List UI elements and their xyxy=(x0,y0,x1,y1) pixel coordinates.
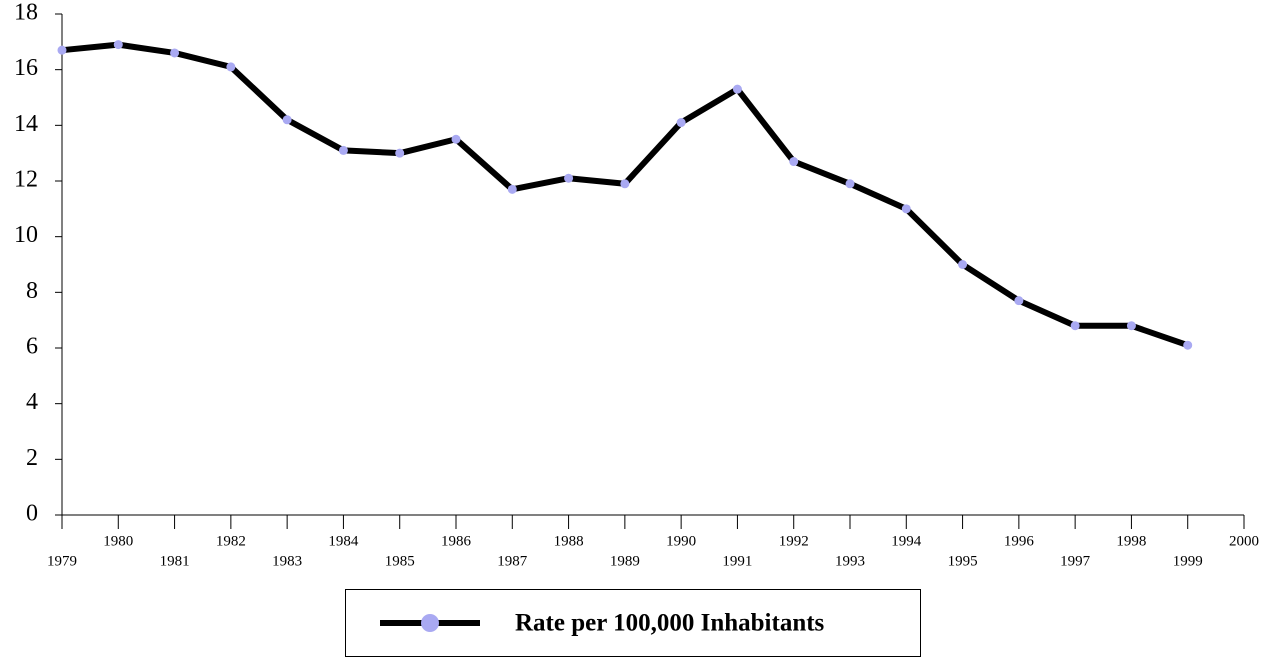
data-point xyxy=(226,62,236,72)
x-tick-label: 1997 xyxy=(1060,553,1091,569)
x-tick-label: 1986 xyxy=(441,533,472,549)
x-tick-label: 1983 xyxy=(272,553,302,569)
x-tick-label: 1991 xyxy=(722,553,752,569)
data-point xyxy=(845,179,855,189)
data-point xyxy=(1070,321,1080,331)
y-tick-label: 6 xyxy=(26,334,38,360)
x-tick-label: 1995 xyxy=(948,553,978,569)
data-point xyxy=(451,134,461,144)
data-point xyxy=(170,48,180,58)
y-tick-label: 8 xyxy=(26,278,38,304)
x-tick-label: 2000 xyxy=(1229,533,1259,549)
y-tick-label: 18 xyxy=(14,0,38,26)
x-tick-label: 1981 xyxy=(160,553,190,569)
data-point xyxy=(57,45,67,55)
data-point xyxy=(564,173,574,183)
y-tick-label: 12 xyxy=(14,167,38,193)
y-tick-label: 4 xyxy=(26,389,38,415)
x-tick-label: 1984 xyxy=(328,533,359,549)
data-point xyxy=(1014,296,1024,306)
legend-label: Rate per 100,000 Inhabitants xyxy=(515,610,825,637)
x-tick-label: 1982 xyxy=(216,533,246,549)
x-tick-label: 1994 xyxy=(891,533,922,549)
y-tick-label: 14 xyxy=(14,111,38,137)
x-tick-label: 1989 xyxy=(610,553,640,569)
x-tick-label: 1990 xyxy=(666,533,696,549)
data-point xyxy=(958,260,968,269)
data-point xyxy=(338,145,348,155)
data-point xyxy=(732,84,742,94)
y-tick-label: 16 xyxy=(14,55,38,81)
data-point xyxy=(620,179,630,189)
data-point xyxy=(1126,321,1136,331)
data-point xyxy=(1183,340,1193,350)
data-point xyxy=(676,118,686,128)
legend-marker xyxy=(421,614,439,632)
x-tick-label: 1999 xyxy=(1173,553,1203,569)
x-tick-label: 1979 xyxy=(47,553,77,569)
x-tick-label: 1985 xyxy=(385,553,415,569)
data-point xyxy=(507,184,517,194)
x-tick-label: 1987 xyxy=(497,553,528,569)
y-tick-label: 2 xyxy=(26,445,38,471)
x-tick-label: 1996 xyxy=(1004,533,1035,549)
data-point xyxy=(789,157,799,167)
y-tick-label: 0 xyxy=(26,501,38,527)
x-tick-label: 1980 xyxy=(103,533,133,549)
y-tick-label: 10 xyxy=(14,222,38,248)
x-tick-label: 1998 xyxy=(1116,533,1146,549)
data-point xyxy=(113,40,123,50)
data-point xyxy=(901,204,911,214)
x-tick-label: 1993 xyxy=(835,553,865,569)
data-point xyxy=(282,115,292,125)
x-tick-label: 1988 xyxy=(554,533,584,549)
data-point xyxy=(395,148,405,158)
x-tick-label: 1992 xyxy=(779,533,809,549)
